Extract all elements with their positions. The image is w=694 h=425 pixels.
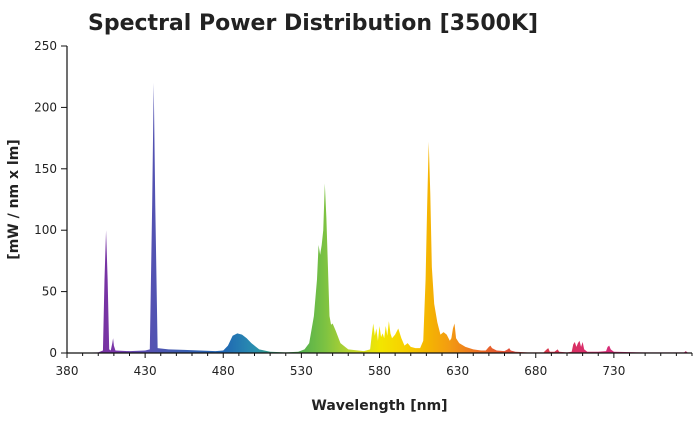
y-tick-label: 150	[34, 162, 57, 176]
x-tick-label: 380	[56, 364, 79, 378]
y-tick-label: 250	[34, 39, 57, 53]
spectrum-area	[67, 82, 692, 353]
x-axis-title: Wavelength [nm]	[311, 398, 447, 414]
y-axis-title: [mW / nm x lm]	[6, 139, 22, 259]
y-tick-label: 50	[42, 285, 57, 299]
axes: 380 430 480 530 580 630 680 730 0 50 100 150 200 250	[34, 39, 693, 378]
x-tick-label: 680	[524, 364, 547, 378]
chart-title: Spectral Power Distribution [3500K]	[88, 11, 538, 36]
x-tick-label: 530	[290, 364, 313, 378]
y-tick-label: 100	[34, 223, 57, 237]
y-tick-label: 0	[49, 346, 57, 360]
x-tick-label: 480	[212, 364, 235, 378]
x-tick-label: 630	[446, 364, 469, 378]
x-tick-label: 730	[602, 364, 625, 378]
y-tick-label: 200	[34, 100, 57, 114]
spectrum-area-layer	[67, 82, 692, 354]
x-tick-label: 580	[368, 364, 391, 378]
x-tick-label: 430	[134, 364, 157, 378]
